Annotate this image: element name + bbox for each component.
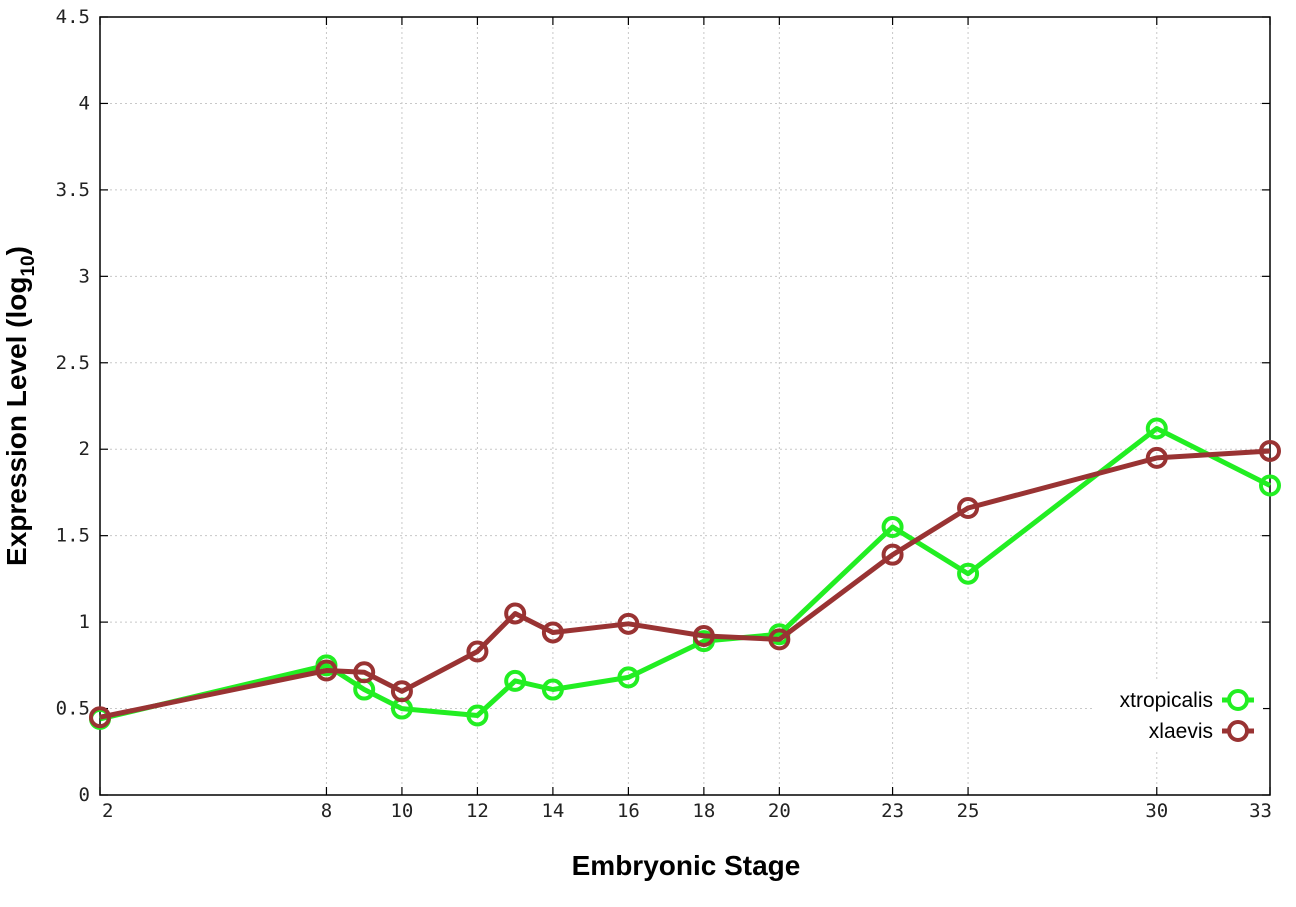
data-point [957,497,980,520]
legend-swatch-marker [1227,689,1249,711]
y-tick-label: 2 [79,438,90,460]
data-point [1259,439,1281,462]
data-point [1259,474,1281,497]
legend-swatch-marker [1227,720,1249,742]
data-point [541,678,564,701]
y-axis-title-main: Expression Level (log [1,277,32,566]
data-point [1145,446,1168,469]
y-tick-label: 3.5 [56,179,90,201]
data-point [466,704,489,727]
y-tick-label: 0.5 [56,698,90,720]
data-point [541,621,564,644]
x-tick-label: 10 [390,800,413,822]
y-tick-label: 1 [79,611,90,633]
axis-ticks: 0 0.5 1 1.5 2 2.5 3 3.5 4 4.5 2 8 10 12 14 16 18 20 23 25 30… [56,6,1272,822]
data-point [692,624,715,647]
data-point [957,562,980,585]
y-tick-label: 4 [79,92,90,114]
data-point [353,661,376,684]
x-tick-label: 8 [321,800,332,822]
x-tick-label: 30 [1145,800,1168,822]
y-tick-label: 0 [79,784,90,806]
grid [100,17,1270,795]
data-point [89,706,111,729]
y-axis-title-close: ) [1,246,32,255]
data-point [881,516,904,539]
data-point [466,640,489,663]
data-point [617,666,640,689]
x-tick-label: 33 [1249,800,1272,822]
series-xlaevis [89,439,1281,729]
x-tick-label: 25 [957,800,980,822]
data-point [504,669,527,692]
data-point [390,680,413,703]
x-tick-label: 2 [102,800,113,822]
x-axis-title: Embryonic Stage [572,850,801,881]
data-point [315,659,338,682]
x-tick-label: 18 [692,800,715,822]
data-point [617,612,640,635]
legend-label: xlaevis [1149,720,1213,743]
x-tick-label: 16 [617,800,640,822]
y-tick-label: 4.5 [56,6,90,28]
y-tick-label: 2.5 [56,352,90,374]
data-point [881,543,904,566]
plot-frame [99,16,1271,796]
legend-label: xtropicalis [1120,689,1213,712]
y-axis-title: Expression Level (log10) [1,246,39,566]
x-tick-label: 23 [881,800,904,822]
x-tick-label: 12 [466,800,489,822]
legend: xtropicalis xlaevis [1095,681,1263,749]
y-axis-title-subscript: 10 [18,255,39,276]
data-point [504,602,527,625]
x-tick-label: 14 [541,800,564,822]
y-tick-label: 1.5 [56,525,90,547]
x-tick-label: 20 [768,800,791,822]
data-point [1145,417,1168,440]
data-point [768,628,791,651]
y-tick-label: 3 [79,265,90,287]
series-group [89,417,1281,730]
